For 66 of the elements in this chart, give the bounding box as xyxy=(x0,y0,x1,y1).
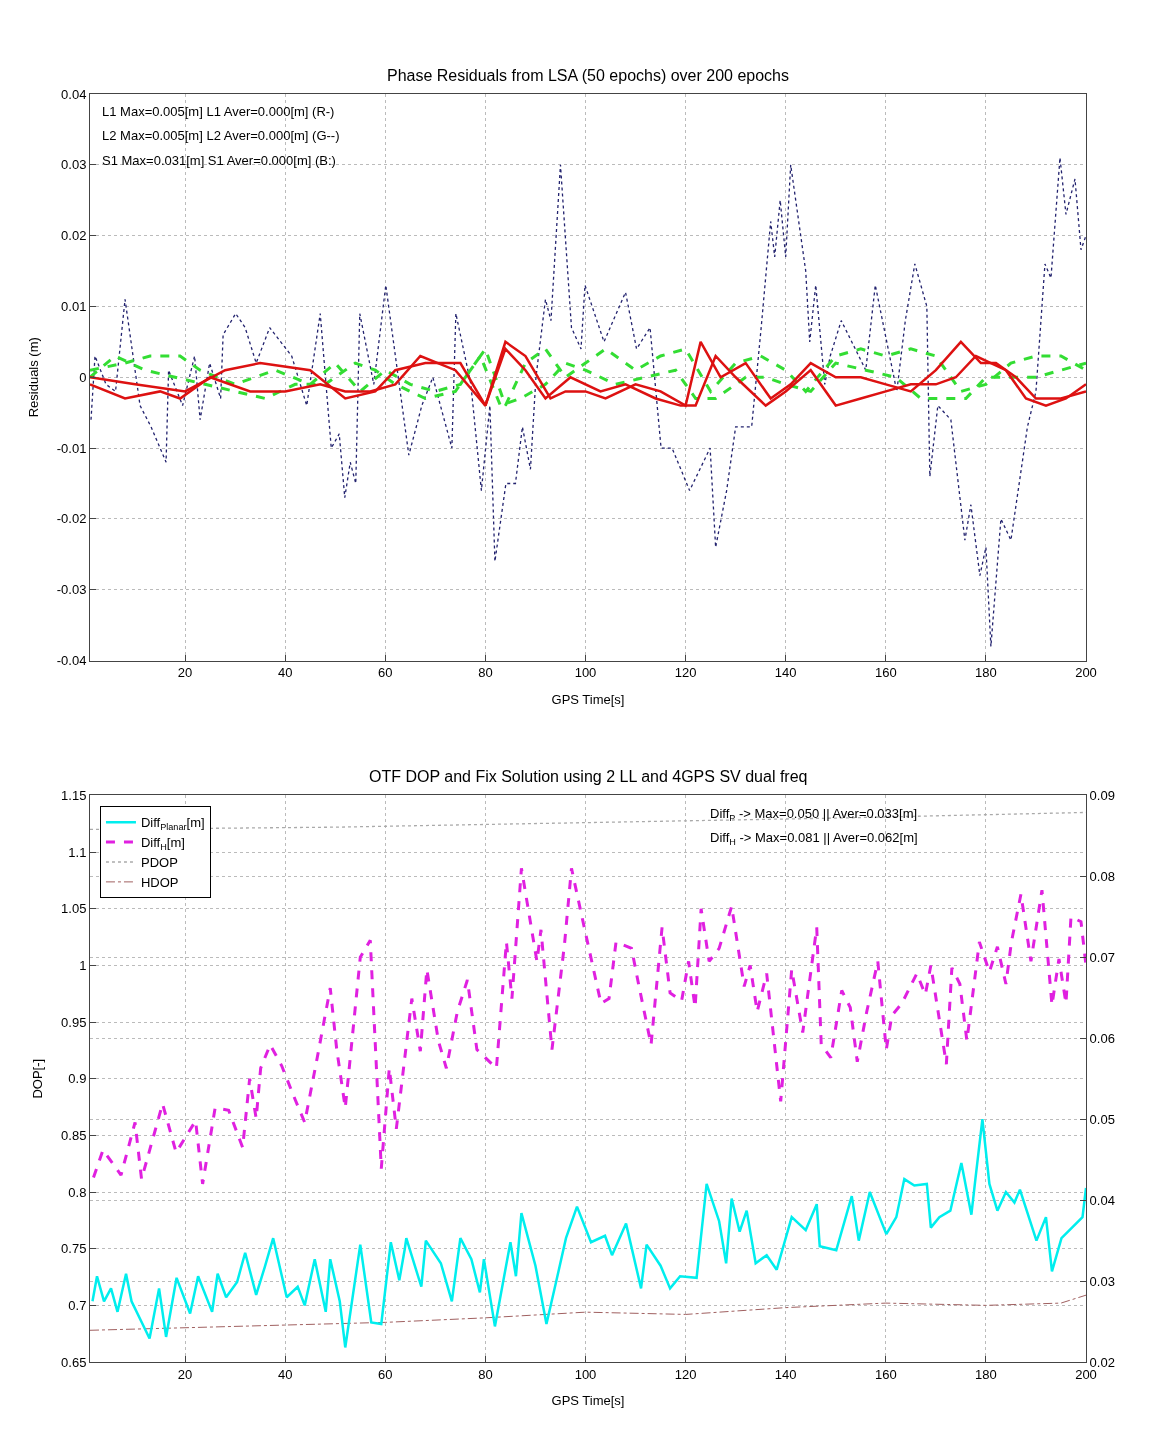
x-tick-label: 80 xyxy=(478,665,493,681)
legend-label: PDOP xyxy=(140,855,178,871)
annotation: L2 Max=0.005[m] L2 Aver=0.000[m] (G--) xyxy=(102,128,340,143)
x-tick-label: 20 xyxy=(177,1366,193,1382)
y-tick-label: 0.95 xyxy=(61,1014,87,1030)
x-tick-label: 20 xyxy=(177,665,193,681)
y-tick-label: 0.01 xyxy=(61,298,87,314)
x-tick-label: 100 xyxy=(574,1366,597,1382)
x-tick-label: 60 xyxy=(378,665,393,681)
chart-title: OTF DOP and Fix Solution using 2 LL and 4GPS SV dual freq xyxy=(369,768,808,785)
x-tick-label: 160 xyxy=(874,1366,897,1382)
x-tick-label: 160 xyxy=(874,665,897,681)
x-tick-label: 180 xyxy=(975,665,997,681)
y-tick-label: 0.8 xyxy=(68,1184,87,1200)
y-tick-label: 0.04 xyxy=(61,86,87,102)
line-series xyxy=(92,866,1086,1186)
y2-tick-label: 0.06 xyxy=(1089,1030,1115,1046)
y-tick-label: 0.7 xyxy=(68,1297,87,1313)
y-tick-label: 0.02 xyxy=(61,228,87,244)
y2-tick-label: 0.05 xyxy=(1089,1111,1115,1127)
line-series xyxy=(90,811,1086,831)
y-tick-label: 0.75 xyxy=(61,1241,87,1257)
chart-title: Phase Residuals from LSA (50 epochs) over 200 epochs xyxy=(387,67,790,84)
y-tick-label: 1.1 xyxy=(68,844,87,860)
x-tick-label: 100 xyxy=(574,665,597,681)
y-tick-label: -0.01 xyxy=(56,440,87,456)
x-tick-label: 40 xyxy=(277,1366,293,1382)
y-tick-label: 0.85 xyxy=(61,1127,87,1143)
x-tick-label: 200 xyxy=(1075,665,1097,681)
x-tick-label: 140 xyxy=(774,665,797,681)
annotation: S1 Max=0.031[m] S1 Aver=0.000[m] (B:) xyxy=(102,153,336,168)
y-tick-label: 0.03 xyxy=(61,157,87,173)
line-series xyxy=(90,157,1086,648)
y-tick-label: -0.04 xyxy=(56,653,87,669)
y-tick-label: -0.02 xyxy=(56,511,87,527)
x-tick-label: 40 xyxy=(277,665,293,681)
x-tick-label: 180 xyxy=(975,1366,997,1382)
legend-label: HDOP xyxy=(140,874,179,890)
line-series xyxy=(90,1294,1086,1331)
x-tick-label: 140 xyxy=(774,1366,797,1382)
annotation: L1 Max=0.005[m] L1 Aver=0.000[m] (R-) xyxy=(102,104,335,119)
y2-tick-label: 0.03 xyxy=(1089,1273,1115,1289)
x-axis-title: GPS Time[s] xyxy=(551,691,625,707)
y-axis-title: DOP[-] xyxy=(30,1058,46,1099)
y-tick-label: 0.65 xyxy=(61,1354,87,1370)
y-tick-label: 0 xyxy=(79,369,87,385)
y-tick-label: -0.03 xyxy=(56,582,87,598)
y-tick-label: 1.15 xyxy=(61,787,87,803)
x-tick-label: 120 xyxy=(674,665,697,681)
y2-tick-label: 0.04 xyxy=(1089,1192,1115,1208)
y-tick-label: 1 xyxy=(79,957,87,973)
line-series xyxy=(91,1117,1086,1349)
x-tick-label: 80 xyxy=(478,1366,493,1382)
x-tick-label: 120 xyxy=(674,1366,697,1382)
legend-label: Diff$_{H}$[m] xyxy=(140,835,185,852)
x-axis-title: GPS Time[s] xyxy=(551,1393,625,1409)
y-tick-label: 1.05 xyxy=(61,901,87,917)
x-tick-label: 60 xyxy=(378,1366,393,1382)
y2-tick-label: 0.09 xyxy=(1089,787,1115,803)
y2-tick-label: 0.07 xyxy=(1089,949,1115,965)
annotation: Diff$_{H}$ -> Max=0.081 || Aver=0.062[m] xyxy=(710,830,918,847)
y-tick-label: 0.9 xyxy=(68,1071,87,1087)
y-axis-title: Residuals (m) xyxy=(25,337,41,418)
annotation: Diff$_{P}$ -> Max=0.050 || Aver=0.033[m] xyxy=(710,806,918,823)
legend-label: Diff$_{Planar}$[m] xyxy=(140,815,205,832)
y2-tick-label: 0.08 xyxy=(1089,868,1115,884)
